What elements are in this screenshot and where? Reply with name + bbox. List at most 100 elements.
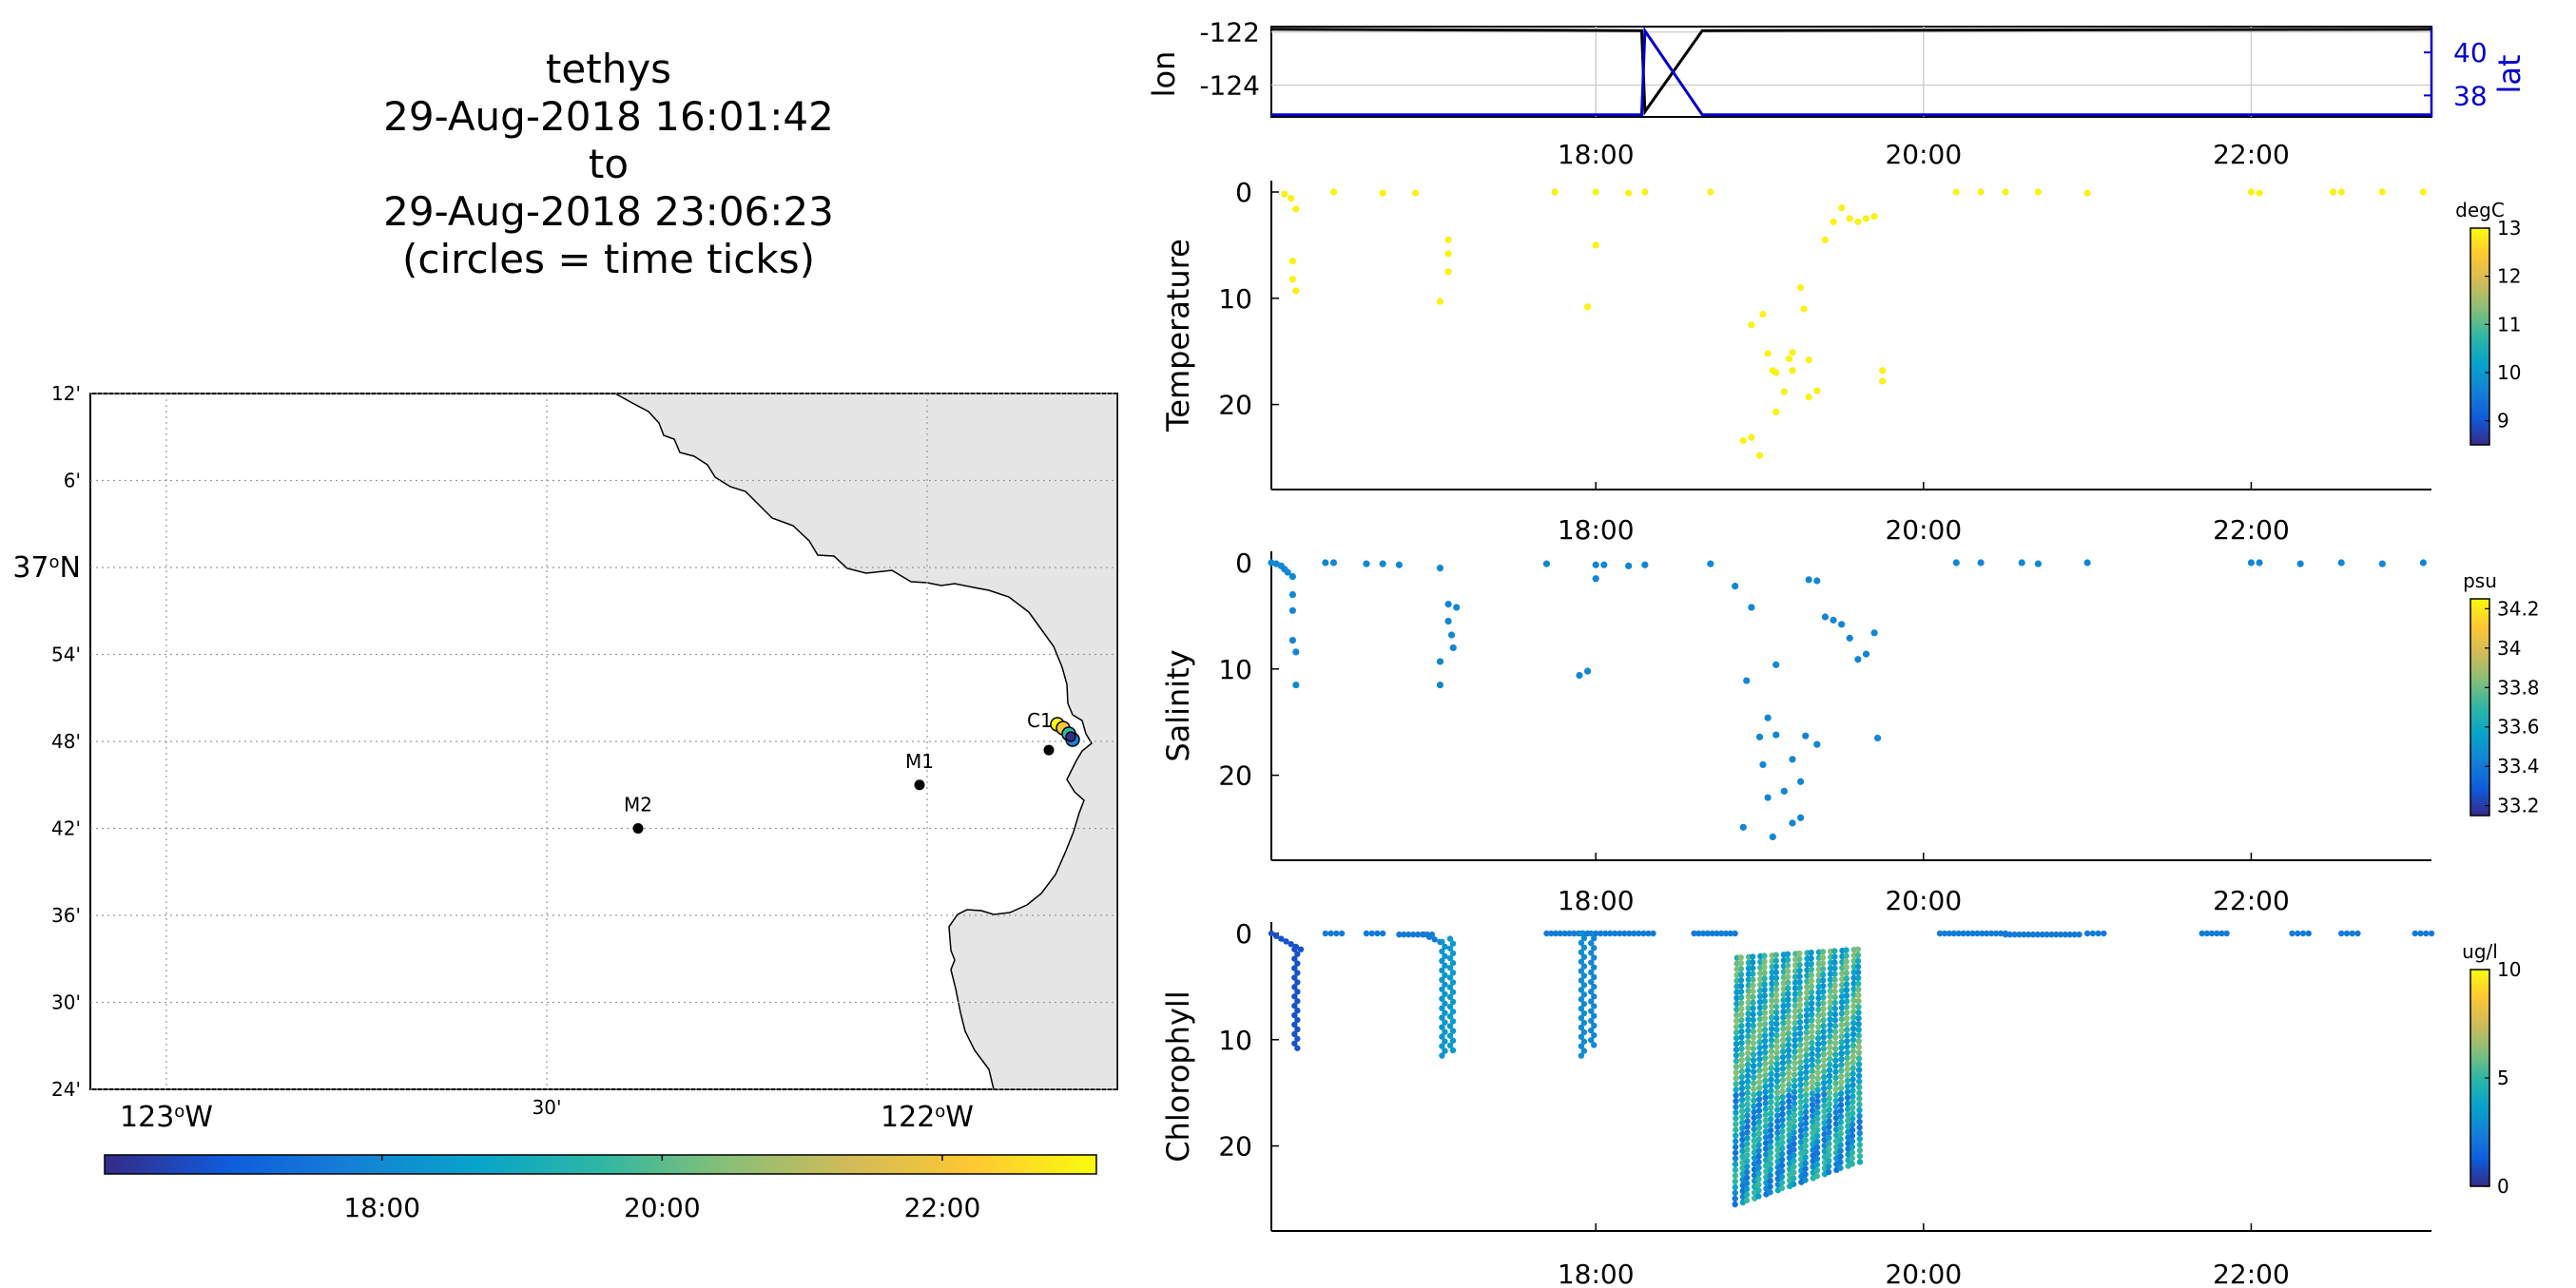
track-label: C1 [1027,709,1053,732]
salinity-y-tick-label: 20 [1218,760,1252,792]
chlorophyll-data-point [1809,1017,1815,1024]
temperature-data-point [1789,367,1796,375]
chlorophyll-data-point [1773,1084,1781,1090]
chlorophyll-data-point [1756,1045,1763,1051]
chlorophyll-data-point [1756,1038,1763,1046]
chlorophyll-data-point [1804,984,1811,990]
chlorophyll-data-point [1773,1072,1780,1079]
temperature-x-tick-label: 22:00 [2213,514,2290,546]
temperature-data-point [1813,387,1821,394]
chlorophyll-data-point [1591,1012,1598,1019]
chlorophyll-data-point [1850,1087,1856,1094]
chlorophyll-data-point [2034,931,2042,938]
chlorophyll-data-point [1761,1009,1769,1016]
chlorophyll-data-point [1291,1002,1298,1009]
salinity-data-point [1732,582,1739,590]
chlorophyll-data-point [1831,948,1838,954]
chlorophyll-data-point [1837,1130,1844,1137]
chlorophyll-data-point [1820,1011,1827,1018]
chlorophyll-data-point [1825,1163,1832,1170]
chlorophyll-data-point [1969,930,1976,937]
chlorophyll-data-point [1756,1085,1763,1091]
chlorophyll-data-point [1796,984,1803,991]
chlorophyll-data-point [1813,1173,1821,1180]
chlorophyll-data-point [2048,931,2055,938]
chlorophyll-data-point [1809,1073,1815,1080]
chlorophyll-data-point [1797,1048,1804,1054]
chlorophyll-data-point [1796,950,1803,957]
chlorophyll-data-point [1838,1067,1845,1074]
chlorophyll-data-point [1739,1147,1746,1155]
chlorophyll-data-point [1786,1098,1792,1105]
chlorophyll-y-tick-label: 10 [1218,1025,1252,1056]
chlorophyll-data-point [1592,930,1599,937]
chlorophyll-data-point [1446,935,1454,942]
chlorophyll-data-point [1856,1153,1864,1160]
temperature-data-point [1444,250,1452,258]
chlorophyll-data-point [1820,994,1827,1001]
chlorophyll-data-point [1832,1103,1839,1110]
chlorophyll-data-point [1850,1020,1857,1027]
chlorophyll-data-point [1813,1167,1821,1174]
chlorophyll-data-point [1769,1003,1775,1009]
chlorophyll-data-point [1761,964,1768,971]
chlorophyll-data-point [1784,951,1792,958]
chlorophyll-data-point [1855,986,1862,993]
chlorophyll-data-point [1772,980,1780,988]
chlorophyll-data-point [1449,979,1457,986]
chlorophyll-data-point [1768,1048,1775,1055]
chlorophyll-data-point [1792,1031,1798,1038]
chlorophyll-data-point [1761,970,1768,976]
chlorophyll-data-point [1844,1054,1850,1062]
chlorophyll-data-point [1733,1017,1740,1025]
chlorophyll-data-point [1827,1005,1833,1011]
chlorophyll-data-point [1756,1027,1763,1034]
chlorophyll-data-point [1803,1063,1810,1070]
chlorophyll-data-point [1855,1044,1863,1050]
chlorophyll-data-point [1827,1028,1833,1034]
chlorophyll-data-point [1850,1003,1857,1009]
chlorophyll-data-point [1844,1083,1851,1090]
chlorophyll-data-point [1774,1124,1781,1130]
chlorophyll-data-point [1768,1115,1774,1123]
salinity-colorbar-tick-label: 33.4 [2497,755,2540,778]
chlorophyll-data-point [2343,930,2351,937]
chlorophyll-data-point [1291,1030,1298,1038]
chlorophyll-data-point [1733,1126,1739,1133]
chlorophyll-data-point [1756,1009,1764,1017]
chlorophyll-data-point [1755,1090,1763,1097]
chlorophyll-data-point [1838,1005,1846,1011]
chlorophyll-data-point [1796,1030,1804,1037]
chlorophyll-data-point [1294,960,1301,967]
chlorophyll-data-point [1739,1153,1746,1161]
chlorophyll-data-point [1779,1093,1786,1101]
chlorophyll-data-point [1831,1028,1839,1035]
chlorophyll-data-point [1814,1058,1822,1065]
salinity-data-point [1759,760,1767,768]
temperature-colorbar-tick-label: 12 [2497,265,2521,288]
chlorophyll-data-point [1802,1120,1810,1126]
chlorophyll-data-point [1449,1037,1457,1044]
chlorophyll-data-point [1843,998,1850,1005]
chlorophyll-data-point [1791,1077,1798,1084]
chlorophyll-data-point [1691,930,1697,937]
chlorophyll-data-point [1578,1005,1585,1012]
chlorophyll-data-point [1588,1037,1595,1044]
chlorophyll-data-point [1850,1070,1856,1077]
chlorophyll-data-point [1768,1042,1775,1049]
chlorophyll-data-point [1738,1028,1745,1035]
chlorophyll-data-point [1762,1083,1769,1090]
chlorophyll-data-point [1832,1121,1840,1127]
chlorophyll-data-point [1294,1035,1301,1043]
chlorophyll-data-point [1446,965,1454,971]
chlorophyll-data-point [1813,1144,1821,1151]
salinity-data-point [1838,621,1846,628]
chlorophyll-data-point [1855,1038,1862,1045]
chlorophyll-data-point [1750,1010,1756,1018]
chlorophyll-data-point [1750,1028,1756,1035]
chlorophyll-data-point [1780,1003,1787,1009]
chlorophyll-data-point [1941,930,1948,937]
salinity-data-point [1322,559,1329,567]
chlorophyll-data-point [1446,1032,1454,1039]
chlorophyll-data-point [1802,1143,1810,1149]
